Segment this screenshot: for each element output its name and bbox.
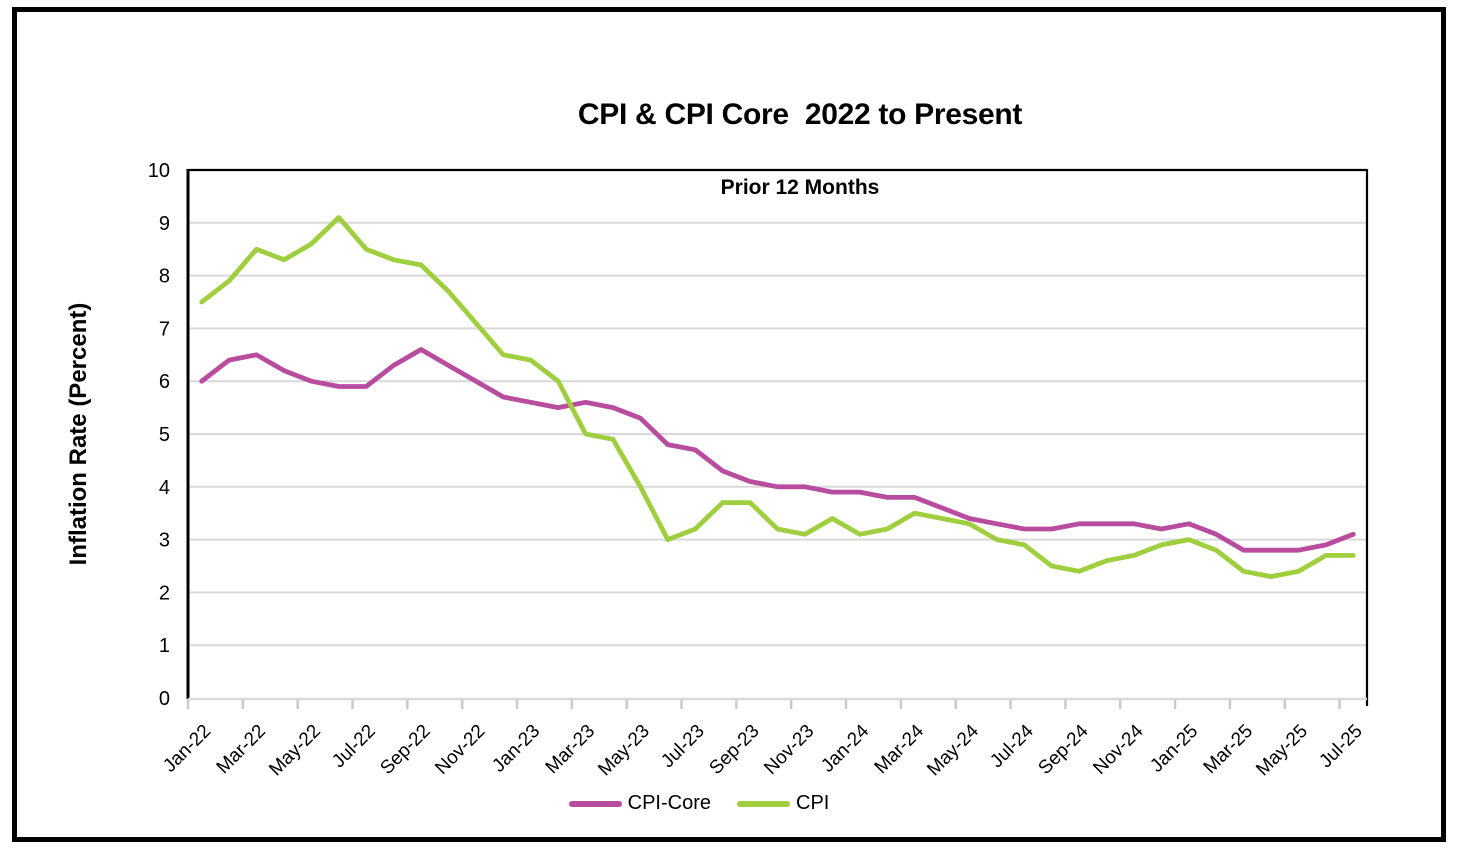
x-tick-label: Jul-23 [657,721,708,772]
legend-item-cpi[interactable]: CPI [737,792,829,815]
y-tick-label: 3 [159,530,170,552]
cpi-core-line-swatch [568,800,622,807]
x-tick-label: Jan-23 [488,721,544,777]
legend-label-cpi: CPI [796,792,830,814]
legend-item-cpi-core[interactable]: CPI-Core [568,792,711,815]
legend-label-cpi-core: CPI-Core [627,792,711,814]
x-tick-label: Jan-22 [159,721,215,777]
cpi-core-line [199,347,1356,553]
x-tick-label: May-24 [923,720,983,780]
chart-title: CPI & CPI Core 2022 to Present [577,98,1023,131]
x-tick-label: Nov-24 [1089,720,1147,778]
x-tick-label: Mar-23 [542,721,599,778]
y-tick-label: 6 [159,371,170,393]
x-tick-label: Nov-22 [431,721,489,779]
y-tick-label: 10 [148,160,170,182]
chart-subtitle: Prior 12 Months [720,176,880,199]
y-tick-label: 2 [159,582,170,604]
x-tick-label: Sep-23 [705,721,763,779]
y-tick-label: 5 [159,424,170,446]
cpi-line [199,215,1356,579]
y-tick-label: 9 [159,213,170,235]
y-tick-label: 4 [159,477,170,499]
x-tick-label: May-25 [1252,721,1312,781]
y-tick-label: 0 [159,688,170,710]
x-tick-label: Sep-22 [376,721,434,779]
x-tick-label: Jan-24 [817,720,873,776]
x-tick-label: Jul-22 [328,721,379,772]
x-tick-label: Jan-25 [1146,721,1202,777]
x-tick-label: Jul-24 [986,720,1038,772]
x-tick-label: May-22 [265,721,325,781]
x-tick-label: Mar-22 [213,721,270,778]
x-tick-label: Mar-24 [871,720,929,778]
x-tick-label: Mar-25 [1200,721,1257,778]
x-tick-label: Sep-24 [1034,720,1092,778]
y-tick-label: 1 [159,635,170,657]
chart-frame: CPI & CPI Core 2022 to Present Prior 12 … [12,7,1446,842]
x-tick-label: Jul-25 [1315,721,1366,772]
legend: CPI-Core CPI [17,792,1381,815]
x-tick-label: Nov-23 [760,721,818,779]
y-tick-label: 7 [159,318,170,340]
y-tick-label: 8 [159,266,170,288]
title-block: CPI & CPI Core 2022 to Present Prior 12 … [187,62,1413,236]
cpi-line-swatch [737,800,790,807]
x-tick-label: May-23 [594,721,654,781]
